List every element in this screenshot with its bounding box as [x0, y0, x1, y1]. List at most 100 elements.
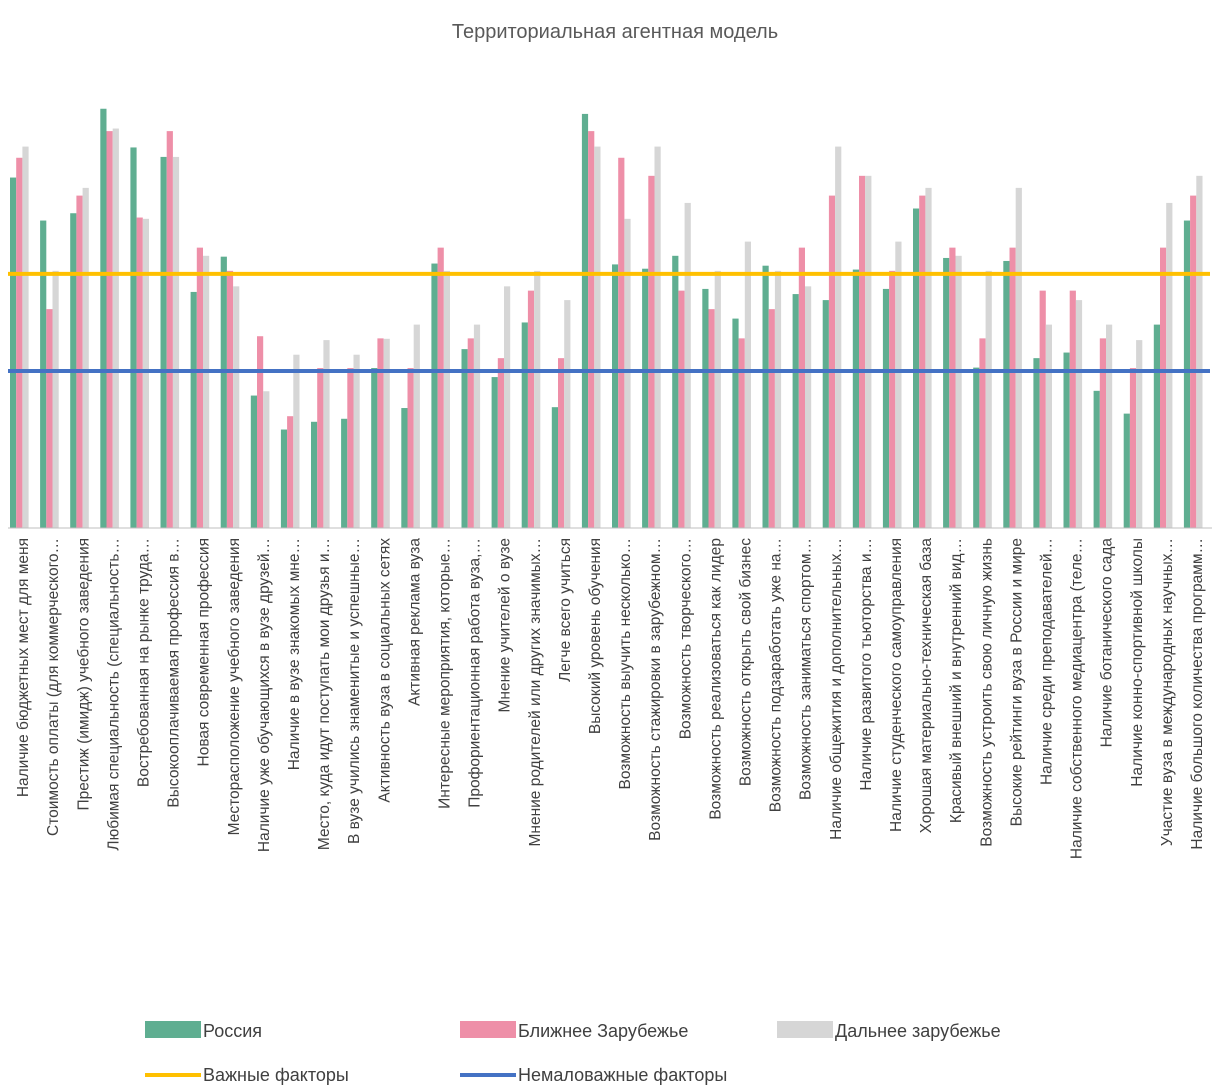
- bar-near-abroad-7: [196, 247, 203, 528]
- bar-near-abroad-35: [1039, 290, 1046, 528]
- category-label-3: Престиж (имидж) учебного заведения: [75, 538, 92, 811]
- bar-russia-20: [581, 113, 589, 528]
- bar-near-abroad-27: [798, 247, 805, 528]
- category-label-26: Возможность подзаработать уже на…: [768, 538, 785, 812]
- bar-russia-11: [311, 421, 318, 528]
- bar-near-abroad-19: [558, 358, 565, 528]
- category-label-28: Наличие общежития и дополнительных…: [828, 538, 845, 840]
- bar-far-abroad-7: [203, 255, 210, 528]
- bar-far-abroad-12: [353, 354, 360, 528]
- bar-near-abroad-12: [347, 368, 354, 528]
- legend-item-important: Важные факторы: [145, 1065, 349, 1085]
- category-label-5: Востребованная на рынке труда…: [135, 538, 152, 787]
- bar-far-abroad-33: [985, 270, 992, 528]
- bar-far-abroad-22: [654, 146, 661, 528]
- bar-near-abroad-10: [287, 416, 294, 528]
- bar-far-abroad-19: [564, 300, 571, 528]
- bar-far-abroad-38: [1136, 340, 1143, 528]
- category-label-6: Высокооплачиваемая профессия в…: [166, 538, 183, 808]
- bar-far-abroad-2: [52, 270, 59, 528]
- category-label-18: Мнение родителей или других значимых…: [527, 538, 544, 847]
- bar-far-abroad-36: [1075, 300, 1083, 528]
- category-label-14: Активная реклама вуза: [406, 538, 423, 706]
- bar-far-abroad-4: [112, 128, 119, 528]
- bar-russia-25: [732, 318, 739, 528]
- bar-russia-35: [1033, 358, 1040, 528]
- legend-item-russia: Россия: [145, 1021, 262, 1041]
- bar-near-abroad-21: [618, 157, 625, 528]
- bar-russia-32: [943, 257, 950, 528]
- legend-label-russia: Россия: [203, 1021, 262, 1041]
- bar-russia-15: [431, 263, 438, 528]
- category-label-20: Высокий уровень обучения: [587, 538, 604, 734]
- bar-russia-28: [822, 300, 829, 528]
- bar-far-abroad-18: [534, 270, 541, 528]
- category-label-32: Красивый внешний и внутренний вид…: [948, 538, 965, 823]
- bar-near-abroad-36: [1069, 290, 1076, 528]
- category-label-39: Участие вуза в международных научных…: [1159, 538, 1176, 846]
- bar-far-abroad-27: [805, 286, 812, 528]
- category-label-1: Наличие бюджетных мест для меня: [15, 538, 32, 797]
- legend-swatch-russia: [145, 1021, 201, 1038]
- bar-russia-12: [341, 418, 348, 528]
- category-label-37: Наличие ботанического сада: [1099, 538, 1116, 748]
- bar-near-abroad-4: [106, 131, 113, 529]
- bar-far-abroad-17: [504, 286, 511, 528]
- bar-russia-22: [642, 268, 649, 528]
- bar-far-abroad-1: [22, 146, 29, 528]
- bar-russia-7: [190, 291, 197, 528]
- legend-item-far-abroad: Дальнее зарубежье: [777, 1021, 1001, 1041]
- bar-near-abroad-3: [76, 195, 83, 529]
- legend-swatch-far-abroad: [777, 1021, 833, 1038]
- bar-far-abroad-14: [413, 324, 420, 528]
- category-label-33: Возможность устроить свою личную жизнь: [978, 538, 995, 847]
- bar-far-abroad-40: [1196, 175, 1203, 528]
- category-label-22: Возможность стажировки в зарубежном…: [647, 538, 664, 841]
- bar-far-abroad-21: [624, 218, 631, 528]
- bar-far-abroad-35: [1045, 324, 1052, 528]
- bar-near-abroad-40: [1190, 195, 1197, 529]
- bar-near-abroad-24: [708, 309, 715, 528]
- reference-lines-group: [8, 271, 1210, 374]
- bar-russia-16: [461, 349, 468, 528]
- category-label-29: Наличие развитого тьюторства и…: [858, 538, 875, 791]
- bar-near-abroad-11: [317, 368, 324, 528]
- bar-far-abroad-32: [955, 255, 962, 528]
- category-label-19: Легче всего учиться: [557, 538, 574, 682]
- category-label-27: Возможность заниматься спортом…: [798, 538, 815, 800]
- bar-near-abroad-34: [1009, 247, 1016, 528]
- bar-far-abroad-3: [82, 187, 89, 528]
- bar-near-abroad-22: [648, 175, 655, 528]
- bar-near-abroad-17: [497, 358, 504, 528]
- bars-group: [10, 108, 1203, 529]
- category-label-21: Возможность выучить несколько…: [617, 538, 634, 789]
- category-label-10: Наличие в вузе знакомых мне…: [286, 538, 303, 770]
- bar-far-abroad-13: [383, 338, 390, 528]
- bar-russia-2: [40, 220, 47, 529]
- category-label-36: Наличие собственного медиацентра (теле…: [1069, 538, 1086, 859]
- bar-russia-34: [1003, 260, 1010, 528]
- category-labels-group: Наличие бюджетных мест для меня Стоимость…: [15, 538, 1206, 859]
- bar-near-abroad-30: [889, 270, 896, 528]
- bar-near-abroad-16: [467, 338, 474, 528]
- bar-far-abroad-23: [684, 202, 691, 529]
- bar-russia-6: [160, 156, 167, 528]
- bar-russia-24: [702, 288, 709, 528]
- bar-far-abroad-20: [594, 146, 601, 528]
- bar-near-abroad-1: [16, 157, 23, 528]
- bar-near-abroad-38: [1129, 368, 1137, 528]
- bar-russia-37: [1093, 390, 1100, 528]
- category-label-9: Наличие уже обучающихся в вузе друзей…: [256, 538, 273, 852]
- category-label-24: Возможность реализоваться как лидер: [707, 538, 724, 820]
- bar-russia-8: [220, 256, 227, 528]
- bar-near-abroad-9: [257, 336, 264, 528]
- bar-near-abroad-2: [46, 309, 53, 528]
- bar-russia-29: [852, 269, 859, 528]
- bar-russia-33: [973, 367, 980, 528]
- bar-near-abroad-29: [859, 175, 866, 528]
- bar-far-abroad-6: [172, 156, 180, 528]
- bar-far-abroad-39: [1166, 202, 1173, 529]
- bar-russia-1: [10, 177, 17, 529]
- bar-near-abroad-28: [828, 195, 836, 529]
